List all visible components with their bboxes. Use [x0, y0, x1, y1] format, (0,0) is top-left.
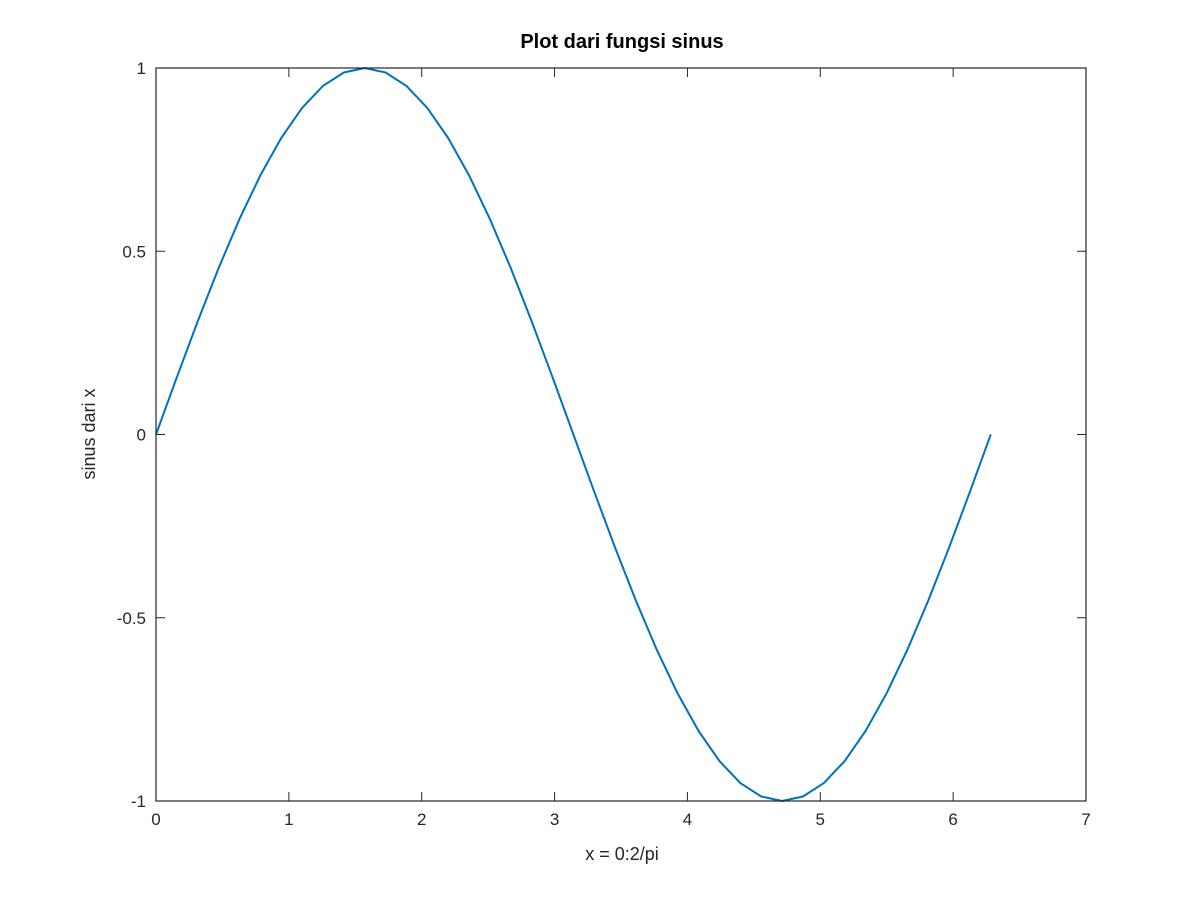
y-tick-label: 0.5 [122, 242, 146, 261]
y-tick-label: 0 [137, 426, 146, 445]
axes-box [155, 67, 1087, 802]
x-tick-label: 5 [816, 810, 825, 829]
axis-ticks: 0 1 2 3 4 5 6 7 -1 -0.5 0 0.5 1 [117, 59, 1091, 829]
x-tick-label: 4 [683, 810, 692, 829]
series-layer [155, 67, 992, 802]
y-tick-label: -1 [131, 792, 146, 811]
x-tick-label: 2 [417, 810, 426, 829]
x-tick-label: 7 [1081, 810, 1090, 829]
y-axis-label: sinus dari x [79, 388, 99, 479]
x-tick-label: 3 [550, 810, 559, 829]
chart-title: Plot dari fungsi sinus [520, 31, 723, 53]
y-tick-label: 1 [137, 59, 146, 78]
x-axis-label: x = 0:2/pi [585, 844, 659, 864]
x-tick-label: 6 [948, 810, 957, 829]
sine-series-line [155, 67, 992, 802]
x-tick-label: 1 [284, 810, 293, 829]
y-tick-label: -0.5 [117, 609, 146, 628]
x-tick-label: 0 [151, 810, 160, 829]
